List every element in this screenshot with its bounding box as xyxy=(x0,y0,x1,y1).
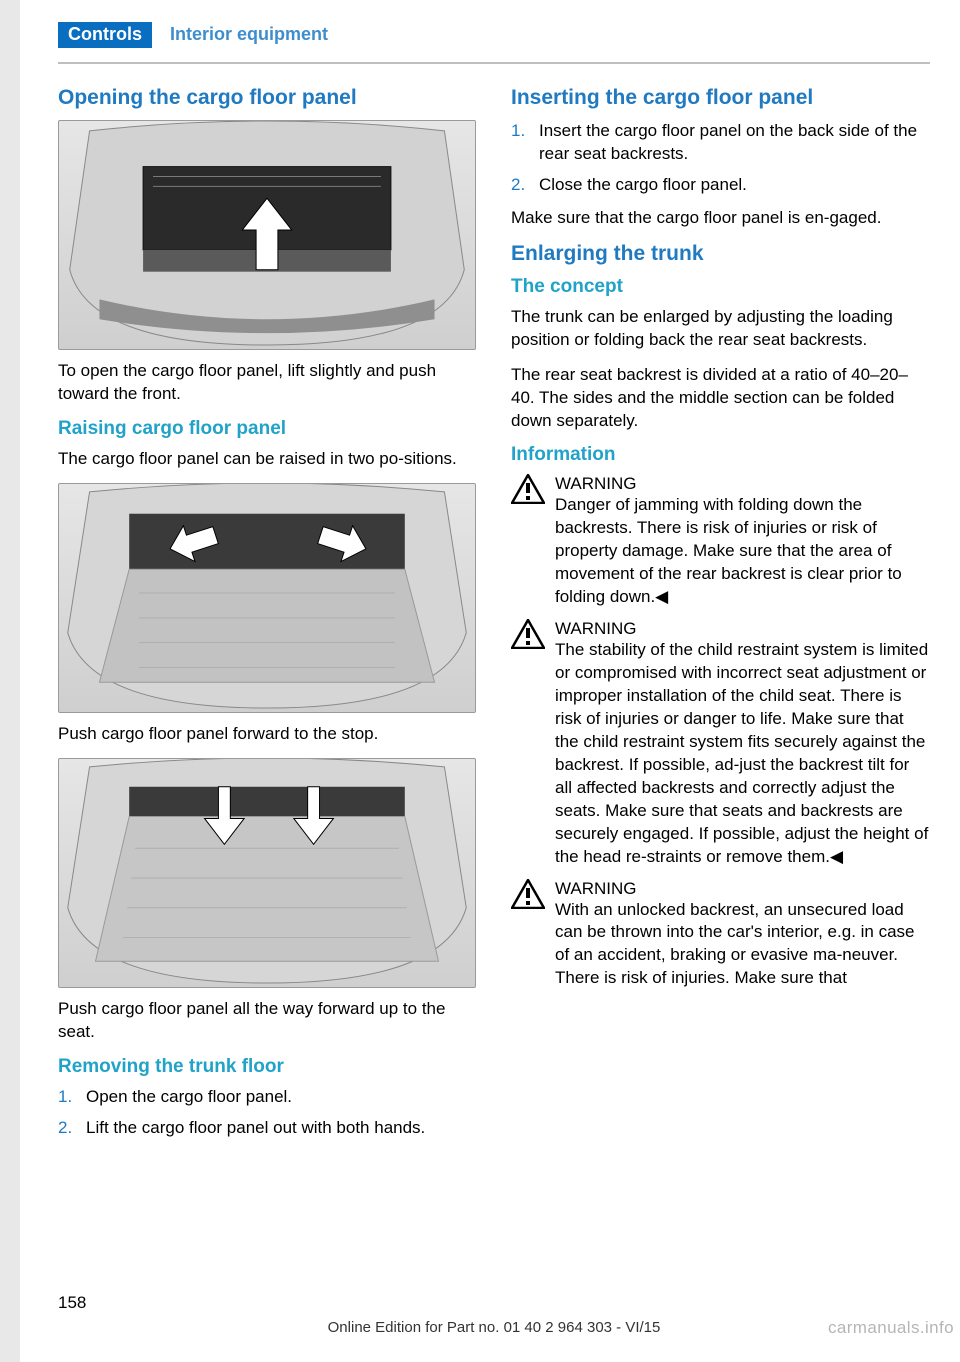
content-columns: Opening the cargo floor panel To open th… xyxy=(58,86,930,1150)
warning-block-2: WARNING The stability of the child restr… xyxy=(511,619,930,868)
step-number: 2. xyxy=(58,1117,72,1140)
step-insert-1: 1. Insert the cargo floor panel on the ba… xyxy=(511,120,930,166)
warning-block-3: WARNING With an unlocked backrest, an un… xyxy=(511,879,930,991)
text-engaged: Make sure that the cargo floor panel is … xyxy=(511,207,930,230)
step-remove-2: 2. Lift the cargo floor panel out with bo… xyxy=(58,1117,477,1140)
heading-opening-cargo-floor: Opening the cargo floor panel xyxy=(58,86,477,110)
warning-triangle-icon xyxy=(511,474,545,504)
header: Controls Interior equipment xyxy=(58,0,930,64)
cargo-raise-stop-illustration xyxy=(59,484,475,712)
header-row: Controls Interior equipment xyxy=(58,22,930,48)
warning-text-2: WARNING The stability of the child restr… xyxy=(555,619,930,868)
heading-information: Information xyxy=(511,444,930,466)
warning-body-1: Danger of jamming with folding down the … xyxy=(555,495,902,606)
figure-raise-seat xyxy=(58,758,476,988)
step-text: Insert the cargo floor panel on the back… xyxy=(539,121,917,163)
heading-enlarging-trunk: Enlarging the trunk xyxy=(511,242,930,266)
warning-text-1: WARNING Danger of jamming with folding d… xyxy=(555,474,930,609)
step-text: Open the cargo floor panel. xyxy=(86,1087,292,1106)
cargo-open-illustration xyxy=(59,121,475,349)
steps-insert: 1. Insert the cargo floor panel on the ba… xyxy=(511,120,930,197)
step-text: Close the cargo floor panel. xyxy=(539,175,747,194)
text-push-stop: Push cargo floor panel forward to the st… xyxy=(58,723,477,746)
figure-raise-stop xyxy=(58,483,476,713)
step-number: 2. xyxy=(511,174,525,197)
tab-controls: Controls xyxy=(58,22,152,48)
warning-label-2: WARNING xyxy=(555,619,930,639)
text-open-instruction: To open the cargo floor panel, lift slig… xyxy=(58,360,477,406)
warning-label-3: WARNING xyxy=(555,879,930,899)
footer-line: Online Edition for Part no. 01 40 2 964 … xyxy=(58,1319,930,1336)
text-concept-2: The rear seat backrest is divided at a r… xyxy=(511,364,930,433)
column-left: Opening the cargo floor panel To open th… xyxy=(58,86,477,1150)
text-raise-intro: The cargo floor panel can be raised in t… xyxy=(58,448,477,471)
warning-triangle-icon xyxy=(511,619,545,649)
page-number: 158 xyxy=(58,1293,930,1313)
warning-head: WARNING Danger of jamming with folding d… xyxy=(511,474,930,609)
page: Controls Interior equipment Opening the … xyxy=(0,0,960,1362)
heading-inserting-cargo-floor: Inserting the cargo floor panel xyxy=(511,86,930,110)
column-right: Inserting the cargo floor panel 1. Insert… xyxy=(511,86,930,1150)
figure-open-panel xyxy=(58,120,476,350)
heading-removing-trunk-floor: Removing the trunk floor xyxy=(58,1056,477,1078)
watermark: carmanuals.info xyxy=(828,1318,954,1338)
warning-head: WARNING The stability of the child restr… xyxy=(511,619,930,868)
step-remove-1: 1. Open the cargo floor panel. xyxy=(58,1086,477,1109)
heading-raising-cargo-floor: Raising cargo floor panel xyxy=(58,418,477,440)
warning-body-3: With an unlocked backrest, an unsecured … xyxy=(555,900,915,988)
step-text: Lift the cargo floor panel out with both… xyxy=(86,1118,425,1137)
warning-triangle-icon xyxy=(511,879,545,909)
steps-remove: 1. Open the cargo floor panel. 2. Lift the… xyxy=(58,1086,477,1140)
text-push-seat: Push cargo floor panel all the way forwa… xyxy=(58,998,477,1044)
warning-head: WARNING With an unlocked backrest, an un… xyxy=(511,879,930,991)
warning-text-3: WARNING With an unlocked backrest, an un… xyxy=(555,879,930,991)
tab-interior-equipment: Interior equipment xyxy=(170,22,328,48)
footer: 158 Online Edition for Part no. 01 40 2 … xyxy=(58,1293,930,1336)
step-number: 1. xyxy=(58,1086,72,1109)
warning-body-2: The stability of the child restraint sys… xyxy=(555,640,928,865)
cargo-raise-seat-illustration xyxy=(59,759,475,987)
step-insert-2: 2. Close the cargo floor panel. xyxy=(511,174,930,197)
text-concept-1: The trunk can be enlarged by adjusting t… xyxy=(511,306,930,352)
warning-block-1: WARNING Danger of jamming with folding d… xyxy=(511,474,930,609)
heading-concept: The concept xyxy=(511,276,930,298)
step-number: 1. xyxy=(511,120,525,143)
warning-label-1: WARNING xyxy=(555,474,930,494)
